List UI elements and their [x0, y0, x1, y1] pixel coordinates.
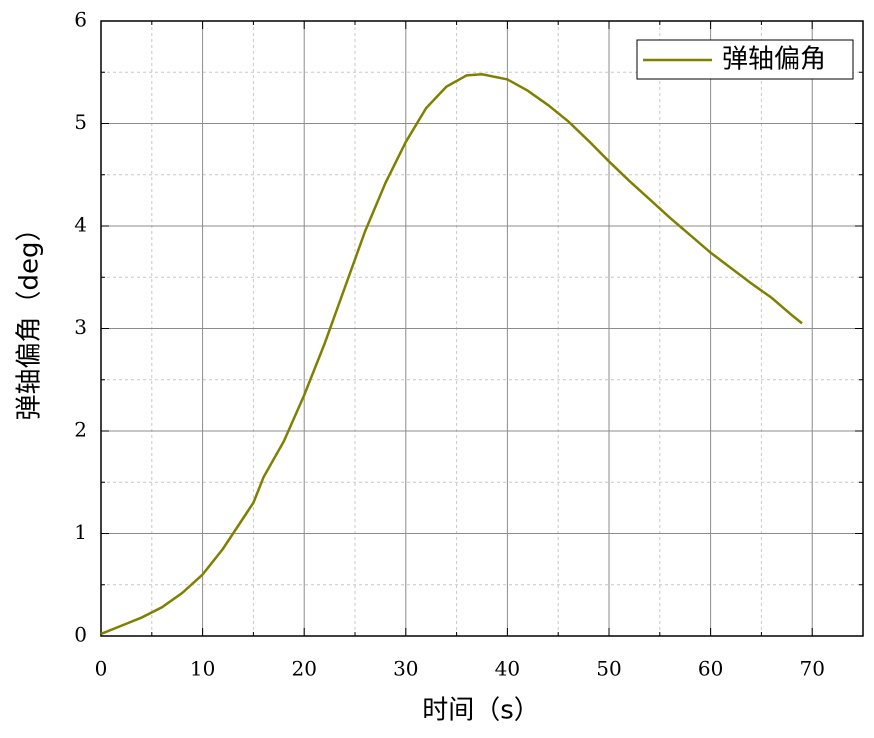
y-tick-label: 1: [74, 520, 87, 544]
x-tick-label: 10: [190, 657, 215, 681]
x-tick-label: 40: [495, 657, 520, 681]
y-tick-label: 4: [74, 213, 87, 237]
y-tick-label: 2: [74, 418, 87, 442]
y-tick-label: 6: [74, 8, 87, 32]
y-tick-label: 3: [74, 315, 87, 339]
data-line: [100, 73, 803, 636]
x-tick-label: 20: [291, 657, 316, 681]
plot-frame: [100, 20, 864, 637]
x-tick-label: 0: [95, 657, 108, 681]
y-axis-label: 弹轴偏角（deg）: [15, 215, 45, 420]
x-tick-label: 30: [393, 657, 418, 681]
y-tick-label: 0: [74, 623, 87, 647]
legend-label: 弹轴偏角: [722, 45, 826, 75]
y-tick-label: 5: [74, 110, 87, 134]
x-tick-label: 50: [596, 657, 621, 681]
x-axis-label: 时间（s）: [422, 696, 540, 726]
x-tick-label: 60: [698, 657, 723, 681]
x-tick-label: 70: [799, 657, 824, 681]
